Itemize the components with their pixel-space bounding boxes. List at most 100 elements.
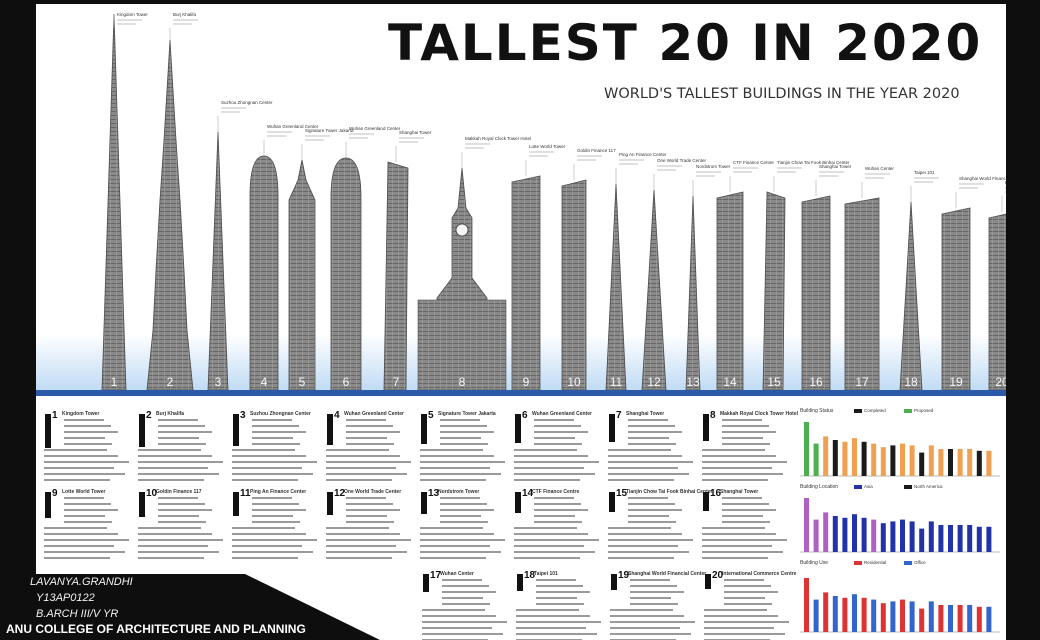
card-detail-line: [608, 479, 674, 481]
card-detail-line: [514, 539, 599, 541]
card-detail-line: [232, 551, 313, 553]
chart-bar: [852, 594, 857, 632]
card-detail-line: [724, 585, 771, 587]
chart-bar: [852, 514, 857, 552]
card-rank: 14: [522, 488, 534, 499]
card-detail-line: [252, 425, 299, 427]
card-detail-line: [232, 479, 298, 481]
card-detail-line: [422, 633, 503, 635]
card-detail-line: [534, 515, 575, 517]
card-detail-line: [514, 461, 599, 463]
card-detail-line: [610, 609, 673, 611]
chart-bar: [967, 605, 973, 632]
chart-bar: [938, 525, 944, 552]
chart-bar: [957, 605, 963, 632]
card-building-name: Taipei 101: [534, 571, 558, 577]
card-detail-line: [628, 431, 682, 433]
tower-rank-8: 8: [417, 167, 507, 391]
card-detail-line: [252, 515, 293, 517]
card-detail-line: [138, 545, 208, 547]
card-building-name: Wuhan Greenland Center: [344, 411, 404, 417]
card-detail-line: [442, 579, 482, 581]
card-rank: 18: [524, 570, 536, 581]
card-detail-line: [702, 533, 776, 535]
chart-bar: [919, 452, 925, 476]
card-detail-line: [346, 431, 400, 433]
course-year: B.ARCH III/V YR: [36, 608, 119, 620]
card-detail-line: [346, 521, 394, 523]
tower-rank-19: 19: [941, 207, 971, 391]
card-detail-line: [534, 443, 582, 445]
card-detail-line: [724, 603, 772, 605]
card-detail-line: [514, 449, 577, 451]
building-info-card: 9 Lotte World Tower: [42, 488, 130, 578]
card-building-name: Tianjin Chow Tai Fook Binhai Center: [626, 489, 713, 495]
chart-bar: [823, 592, 829, 632]
card-detail-line: [724, 597, 765, 599]
card-detail-line: [514, 545, 584, 547]
card-detail-line: [420, 539, 505, 541]
card-detail-line: [346, 425, 393, 427]
card-detail-line: [608, 449, 671, 451]
card-detail-line: [702, 551, 783, 553]
card-detail-line: [64, 503, 111, 505]
legend-entry: Residential: [864, 560, 887, 565]
card-detail-line: [252, 503, 299, 505]
card-detail-line: [442, 585, 489, 587]
tower-rank-7: 7: [383, 161, 409, 391]
card-detail-line: [514, 455, 588, 457]
card-rank: 7: [616, 410, 622, 421]
card-detail-line: [346, 509, 400, 511]
tower-rank-15: 15: [762, 191, 786, 391]
tower-rank-label: 3: [215, 375, 222, 389]
chart-bar: [938, 605, 944, 632]
card-detail-line: [628, 437, 669, 439]
card-detail-line: [326, 557, 392, 559]
card-detail-line: [610, 633, 691, 635]
card-detail-line: [628, 443, 676, 445]
card-detail-line: [724, 579, 764, 581]
building-info-card: 10 Goldin Finance 117: [136, 488, 224, 578]
card-detail-line: [722, 419, 762, 421]
tower-rank-13: 13: [685, 195, 701, 391]
building-info-card: 19 Shanghai World Financial Center: [608, 570, 706, 640]
tower-callout-name: One World Trade Center: [657, 158, 706, 163]
card-detail-line: [608, 473, 689, 475]
building-info-card: 20 International Commerce Centre: [702, 570, 796, 640]
chart-bar: [861, 597, 867, 632]
chart-bar: [967, 449, 973, 476]
building-silhouette-icon: [45, 492, 51, 518]
tower-rank-label: 20: [995, 375, 1006, 389]
tower-rank-label: 4: [261, 375, 268, 389]
card-detail-line: [44, 545, 114, 547]
card-detail-line: [326, 473, 407, 475]
card-detail-line: [702, 449, 765, 451]
card-detail-line: [514, 551, 595, 553]
info-panel: 1 Kingdom Tower 2 Burj Khalifa 3 Suzhou Zhong…: [36, 404, 1006, 640]
card-detail-line: [442, 597, 483, 599]
chart-bar: [909, 521, 915, 552]
card-detail-line: [440, 425, 487, 427]
card-building-name: CTF Finance Centre: [532, 489, 580, 495]
card-detail-line: [252, 431, 306, 433]
card-detail-line: [138, 479, 204, 481]
card-detail-line: [628, 515, 669, 517]
chart-bar: [986, 450, 992, 476]
card-rank: 19: [618, 570, 630, 581]
skyline-illustration: 1 2 3 4 5 6 7 8 9 10 11 12 13 14 15 16 17 18 19 20 Kingdom …: [36, 12, 1006, 396]
card-detail-line: [420, 527, 483, 529]
card-detail-line: [630, 585, 677, 587]
tower-rank-label: 11: [610, 375, 623, 389]
card-detail-line: [628, 509, 682, 511]
card-detail-line: [608, 539, 693, 541]
tower-callout-name: Nordstrom Tower: [696, 164, 731, 169]
card-building-name: Shanghai Tower: [626, 411, 665, 417]
card-detail-line: [534, 425, 581, 427]
card-rank: 9: [52, 488, 58, 499]
tower-callout-name: Lotte World Tower: [529, 144, 566, 149]
card-detail-line: [138, 455, 212, 457]
card-detail-line: [44, 455, 118, 457]
building-silhouette-icon: [421, 414, 427, 444]
building-info-card: 1 Kingdom Tower: [42, 410, 130, 500]
card-detail-line: [232, 467, 302, 469]
